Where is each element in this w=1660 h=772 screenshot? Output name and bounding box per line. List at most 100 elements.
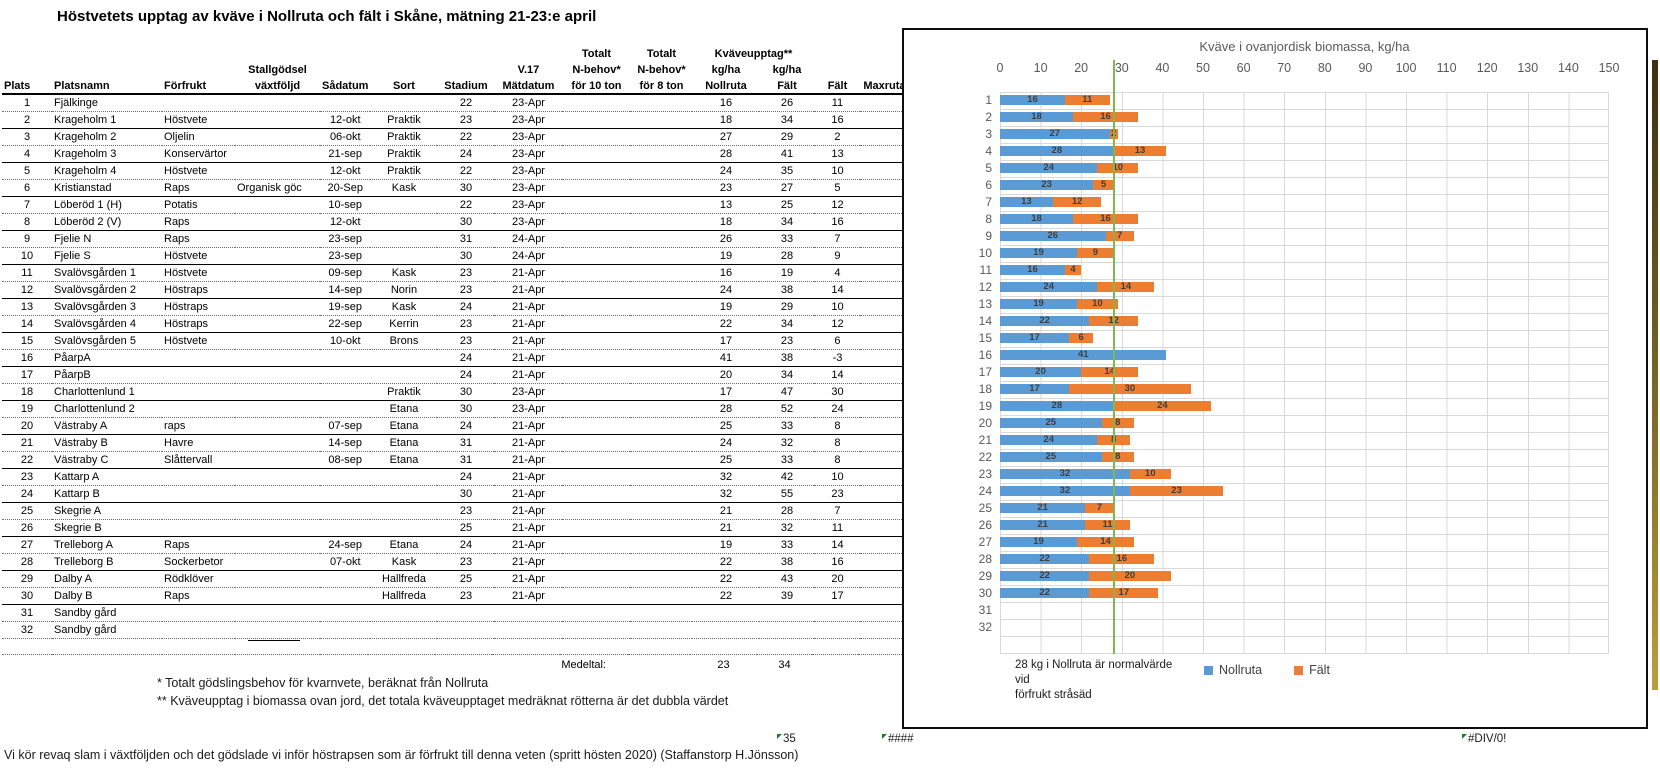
category-label: 17 — [978, 365, 992, 379]
cell — [370, 196, 438, 214]
chart-title: Kväve i ovanjordisk biomassa, kg/ha — [1199, 39, 1410, 54]
cell — [2, 654, 435, 673]
category-label: 16 — [978, 348, 992, 362]
error-cell-value: #### — [888, 733, 914, 745]
cell — [437, 621, 495, 639]
cell: 23 — [437, 315, 495, 333]
cell: 23 — [690, 654, 757, 673]
cell: 21-Apr — [494, 519, 563, 537]
cell — [494, 604, 563, 622]
cell: 23 — [2, 468, 52, 486]
category-label: 32 — [978, 620, 992, 634]
bar-label: 22 — [1039, 553, 1050, 564]
bar-segment-falt: 9 — [1077, 248, 1114, 258]
cell: 12-okt — [320, 213, 371, 231]
cell — [562, 366, 631, 384]
cell: 26 — [692, 230, 760, 248]
cell: Västraby C — [52, 451, 162, 469]
cell — [630, 587, 693, 605]
cell: 7 — [2, 196, 52, 214]
cell: 21-Apr — [494, 315, 563, 333]
category-label: 26 — [978, 518, 992, 532]
cell: 6 — [2, 179, 52, 197]
cell: 22 — [437, 128, 495, 146]
cell: 39 — [759, 587, 815, 605]
bar-label: 19 — [1033, 247, 1044, 258]
bar-segment-falt: 11 — [1085, 520, 1130, 530]
cell: Höstvete — [162, 264, 235, 282]
legend-label: Nollruta — [1219, 663, 1263, 677]
cell — [630, 332, 693, 350]
cell: 33 — [759, 451, 815, 469]
cell: 23-Apr — [494, 179, 563, 197]
column-header: för 10 ton — [562, 77, 631, 95]
category-label: 5 — [985, 161, 992, 175]
cell — [235, 162, 320, 180]
cell — [235, 570, 320, 588]
cell: 23-Apr — [494, 111, 563, 129]
bar-segment-nollruta: 26 — [1000, 231, 1106, 241]
cell — [370, 366, 438, 384]
cell — [860, 349, 909, 367]
cell: 16 — [814, 111, 861, 129]
cell: Höstvete — [162, 162, 235, 180]
cell — [162, 468, 235, 486]
footnote-1: * Totalt gödslingsbehov för kvarnvete, b… — [157, 676, 489, 690]
bar-segment-nollruta: 23 — [1000, 180, 1094, 190]
bar-segment-falt: 23 — [1129, 486, 1224, 496]
bar-label: 10 — [1112, 162, 1124, 173]
table-row: 10 Fjelie S Höstvete 23-sep 30 24-Apr 19 28 9 — [2, 247, 909, 265]
cell: 31 — [437, 230, 495, 248]
cell — [162, 400, 235, 418]
cell: 14 — [814, 536, 861, 554]
cell: 12-okt — [320, 162, 371, 180]
cell: 11 — [814, 519, 861, 537]
cell: 27 — [759, 179, 815, 197]
cell — [370, 604, 438, 622]
category-label: 21 — [978, 433, 992, 447]
cell: 47 — [759, 383, 815, 401]
bar-label: 17 — [1029, 332, 1040, 343]
cell — [562, 349, 631, 367]
cell: Praktik — [370, 128, 438, 146]
cell: 23-Apr — [494, 94, 563, 112]
cell: Dalby B — [52, 587, 162, 605]
cell — [235, 553, 320, 571]
cell — [860, 179, 909, 197]
cell — [630, 196, 693, 214]
cell: 08-sep — [320, 451, 371, 469]
legend-swatch-icon — [1204, 665, 1213, 675]
bar-segment-nollruta: 28 — [1000, 401, 1114, 411]
cell: 21-Apr — [494, 298, 563, 316]
header-row: Totalt Totalt Kväveupptag** — [2, 45, 908, 61]
cell: Organisk göc — [235, 179, 320, 197]
results-table: Totalt Totalt Kväveupptag** Stallgödsel V.17… — [2, 45, 909, 639]
cell — [320, 587, 371, 605]
cell — [235, 587, 320, 605]
cell: Höstvete — [162, 111, 235, 129]
cell — [630, 128, 693, 146]
cell — [320, 604, 371, 622]
cell: 25 — [437, 570, 495, 588]
cell: Trelleborg B — [52, 553, 162, 571]
cell — [320, 519, 371, 537]
cell — [860, 94, 909, 112]
cell: 22 — [437, 196, 495, 214]
cell — [320, 485, 371, 503]
cell: Höstraps — [162, 281, 235, 299]
cell — [630, 145, 693, 163]
cell: Praktik — [370, 145, 438, 163]
cell — [860, 366, 909, 384]
cell: Havre — [162, 434, 235, 452]
cell: 8 — [814, 434, 861, 452]
cell — [759, 621, 815, 639]
cell — [235, 281, 320, 299]
bar-label: 14 — [1104, 366, 1115, 377]
bar-label: 17 — [1118, 587, 1130, 598]
table-row: 21 Västraby B Havre 14-sep Etana 31 21-Apr 24 32… — [2, 434, 909, 452]
cell: Etana — [370, 417, 438, 435]
bar-label: 21 — [1037, 502, 1048, 513]
x-axis-tick: 50 — [1196, 61, 1210, 75]
bar-segment-falt: 24 — [1113, 401, 1212, 411]
bar-segment-nollruta: 24 — [1000, 163, 1098, 173]
